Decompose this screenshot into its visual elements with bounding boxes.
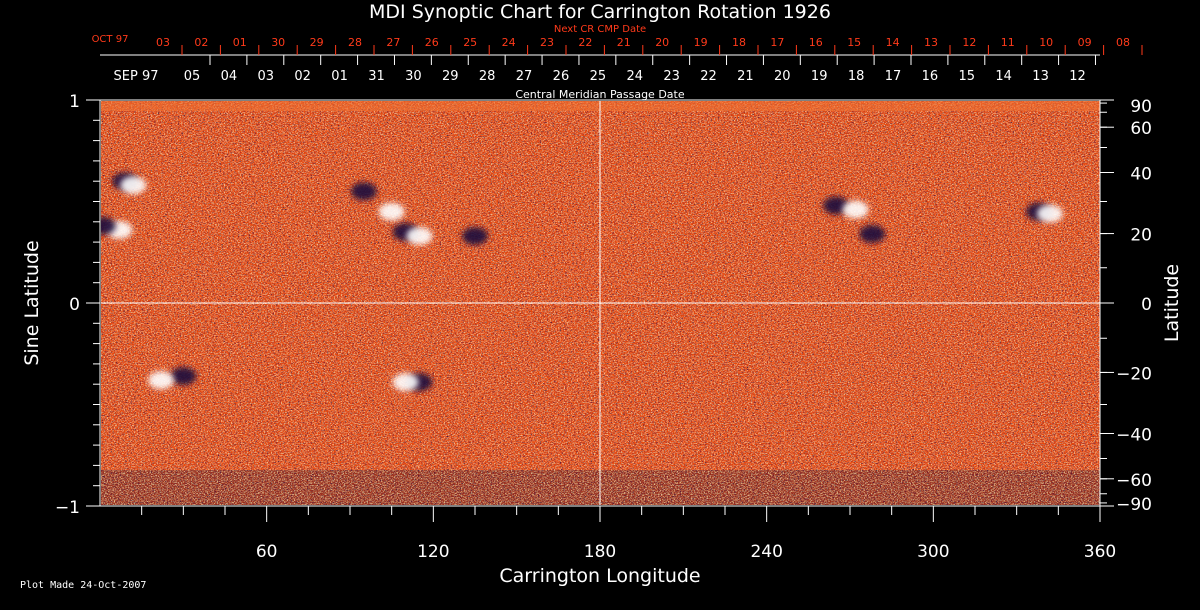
left-tick-label: −1 — [55, 498, 80, 518]
cmp-day-label: 30 — [405, 69, 422, 84]
right-tick-label: 60 — [1130, 119, 1152, 139]
x-axis-tick-labels: 60 120 180 240 300 360 — [256, 542, 1116, 562]
cmp-axis-title: Central Meridian Passage Date — [515, 88, 684, 101]
cmp-day-label: 18 — [848, 69, 865, 84]
x-tick-label: 180 — [584, 542, 616, 562]
next-cmp-day-label: 08 — [1116, 36, 1130, 49]
x-tick-label: 360 — [1084, 542, 1116, 562]
next-cmp-day-label: 16 — [809, 36, 823, 49]
next-cmp-day-label: 26 — [425, 36, 439, 49]
cmp-day-label: 05 — [184, 69, 201, 84]
right-axis-title: Latitude — [1161, 264, 1183, 342]
cmp-day-label: 02 — [294, 69, 311, 84]
cmp-day-label: 12 — [1069, 69, 1086, 84]
next-cmp-day-label: 11 — [1001, 36, 1015, 49]
next-cmp-day-label: 29 — [310, 36, 324, 49]
right-tick-label: 0 — [1141, 295, 1152, 315]
chart-title: MDI Synoptic Chart for Carrington Rotati… — [369, 1, 831, 23]
cmp-day-label: 15 — [959, 69, 976, 84]
next-cmp-day-label: 24 — [502, 36, 516, 49]
next-cmp-day-label: 18 — [732, 36, 746, 49]
next-cmp-day-label: 27 — [386, 36, 400, 49]
next-cmp-day-label: 25 — [463, 36, 477, 49]
active-region — [148, 371, 175, 390]
next-cmp-day-label: 21 — [617, 36, 631, 49]
cmp-day-label: 25 — [590, 69, 607, 84]
active-region — [120, 176, 147, 195]
active-region — [1037, 204, 1063, 223]
next-cmp-day-label: 09 — [1078, 36, 1092, 49]
active-region — [378, 202, 405, 221]
next-cmp-day-label: 14 — [886, 36, 900, 49]
cmp-day-label: 04 — [221, 69, 238, 84]
cmp-day-label: 24 — [626, 69, 643, 84]
next-cmp-day-label: 01 — [233, 36, 247, 49]
left-tick-label: 1 — [69, 92, 80, 112]
cmp-day-label: 19 — [811, 69, 828, 84]
cmp-month-label: SEP 97 — [114, 69, 159, 84]
next-cmp-day-label: 12 — [962, 36, 976, 49]
x-tick-label: 60 — [256, 542, 278, 562]
next-cmp-day-label: 22 — [578, 36, 592, 49]
cmp-day-label: 27 — [516, 69, 533, 84]
active-region — [406, 227, 433, 246]
x-axis-title: Carrington Longitude — [499, 565, 700, 587]
left-tick-label: 0 — [69, 295, 80, 315]
active-region — [170, 367, 197, 386]
plot-made-footer: Plot Made 24-Oct-2007 — [20, 580, 147, 591]
next-cmp-day-label: 02 — [194, 36, 208, 49]
cmp-day-label: 28 — [479, 69, 496, 84]
next-cmp-day-label: 28 — [348, 36, 362, 49]
next-cmp-month-label: OCT 97 — [92, 34, 129, 45]
cmp-day-label: 13 — [1032, 69, 1049, 84]
next-cmp-day-label: 13 — [924, 36, 938, 49]
cmp-day-label: 26 — [553, 69, 570, 84]
cmp-day-label: 22 — [700, 69, 717, 84]
next-cmp-day-label: 03 — [156, 36, 170, 49]
x-axis-ticks — [141, 506, 1101, 522]
active-region — [392, 373, 419, 392]
active-region — [350, 182, 377, 201]
cmp-day-label: 16 — [922, 69, 939, 84]
x-tick-label: 240 — [750, 542, 782, 562]
cmp-day-label: 29 — [442, 69, 459, 84]
next-cmp-day-label: 17 — [770, 36, 784, 49]
right-tick-label: −60 — [1116, 471, 1152, 491]
cmp-day-label: 14 — [995, 69, 1012, 84]
next-cmp-day-label: 19 — [694, 36, 708, 49]
next-cmp-day-label: 30 — [271, 36, 285, 49]
cmp-day-label: 17 — [885, 69, 902, 84]
active-region — [859, 224, 886, 243]
cmp-day-label: 31 — [368, 69, 385, 84]
cmp-day-label: 23 — [663, 69, 680, 84]
cmp-day-label: 20 — [774, 69, 791, 84]
next-cmp-day-label: 20 — [655, 36, 669, 49]
left-axis-ticks: 1 0 −1 — [55, 92, 100, 518]
next-cmp-day-label: 15 — [847, 36, 861, 49]
right-tick-label: −40 — [1116, 425, 1152, 445]
right-tick-label: 90 — [1130, 97, 1152, 117]
right-tick-label: −20 — [1116, 364, 1152, 384]
active-regions — [101, 172, 1063, 392]
next-cmp-day-label: 23 — [540, 36, 554, 49]
active-region — [842, 200, 869, 219]
right-tick-label: −90 — [1116, 495, 1152, 515]
x-tick-label: 300 — [917, 542, 949, 562]
left-axis-title: Sine Latitude — [21, 240, 43, 365]
cmp-day-label: 21 — [737, 69, 754, 84]
x-tick-label: 120 — [417, 542, 449, 562]
right-tick-label: 40 — [1130, 165, 1152, 185]
active-region — [101, 216, 116, 235]
right-tick-label: 20 — [1130, 226, 1152, 246]
cmp-day-label: 01 — [331, 69, 348, 84]
top-date-axis: Next CR CMP Date OCT 97 SEP 97 03 02 01 30 2… — [92, 24, 1143, 101]
active-region — [462, 227, 488, 246]
next-cmp-title: Next CR CMP Date — [554, 24, 646, 35]
cmp-day-label: 03 — [258, 69, 275, 84]
next-cmp-day-label: 10 — [1039, 36, 1053, 49]
